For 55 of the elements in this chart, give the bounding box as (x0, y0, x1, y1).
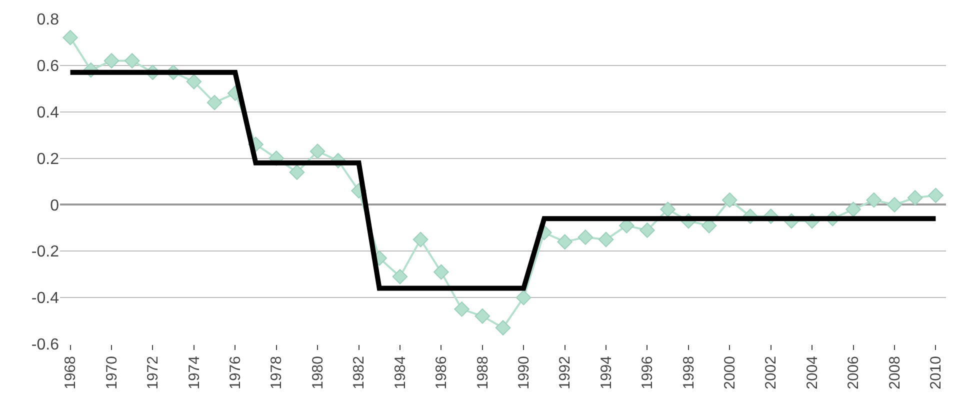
x-tick-label: 1984 (392, 356, 409, 390)
y-tick-label: -0.2 (31, 244, 60, 261)
x-tick-label: 1980 (309, 356, 326, 390)
point (474, 308, 490, 324)
point (124, 53, 140, 68)
x-tick-label: 1970 (103, 356, 120, 390)
x-tick-label: 2010 (928, 356, 945, 390)
x-tick-label: 2006 (845, 356, 862, 390)
x-tick-label: 1998 (680, 356, 698, 390)
y-tick-label: 0.4 (36, 104, 60, 122)
point (886, 197, 902, 212)
x-tick-label: 1974 (186, 356, 203, 390)
point (289, 164, 305, 180)
y-tick-label: -0.4 (31, 290, 60, 308)
point (62, 30, 78, 46)
y-tick-label: 0.2 (36, 150, 60, 168)
x-tick-label: 2002 (762, 356, 780, 390)
y-tick-label: 0.6 (36, 58, 60, 76)
x-tick-label: 2008 (886, 356, 904, 390)
x-tick-label: 1982 (350, 356, 368, 390)
point (578, 230, 594, 245)
x-tick-label: 1978 (268, 356, 286, 390)
point (660, 202, 676, 218)
point (640, 222, 655, 238)
point (412, 232, 428, 248)
point (722, 192, 738, 208)
point (104, 53, 120, 68)
point (598, 232, 614, 248)
point (907, 190, 923, 206)
y-tick-label: 0 (50, 197, 60, 214)
x-tick-label: 2000 (722, 356, 739, 390)
point (846, 202, 861, 218)
x-tick-label: 2004 (804, 356, 821, 390)
point (434, 264, 449, 280)
x-tick-label: 1992 (556, 356, 574, 390)
x-tick-label: 1994 (598, 356, 615, 390)
x-tick-label: 1996 (639, 356, 656, 390)
y-tick-label: 0.8 (36, 12, 60, 29)
x-tick-label: 1976 (227, 356, 244, 390)
point (928, 188, 944, 204)
point (206, 94, 222, 110)
point (557, 234, 572, 250)
point (866, 192, 882, 208)
x-tick-label: 1990 (515, 356, 532, 390)
x-tick-label: 1986 (433, 356, 450, 390)
point (495, 320, 511, 336)
point (186, 74, 202, 90)
x-tick-label: 1988 (474, 356, 492, 390)
point (454, 302, 470, 317)
x-tick-label: 1968 (62, 356, 80, 390)
point (310, 144, 326, 159)
x-tick-label: 1972 (144, 356, 162, 390)
y-tick-label: -0.6 (31, 336, 60, 354)
point (516, 290, 532, 306)
point (392, 269, 408, 284)
